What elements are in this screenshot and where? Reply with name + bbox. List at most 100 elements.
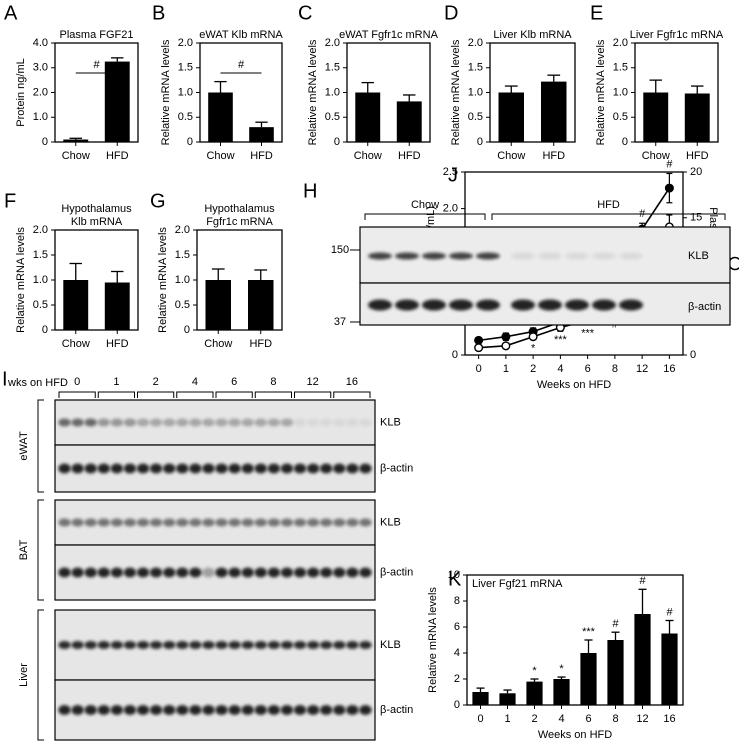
group-bracket [176, 391, 214, 398]
group-bracket [215, 391, 253, 398]
point [664, 183, 674, 193]
point [474, 335, 484, 345]
blot-band [110, 518, 124, 527]
x-tick-label: 12 [636, 713, 648, 725]
blot-band [293, 518, 307, 527]
blot-band [149, 641, 163, 649]
blot-band [136, 641, 150, 649]
blot-band [565, 252, 589, 260]
blot-band [476, 252, 500, 260]
x-tick-label: 8 [612, 363, 618, 375]
blot-row-label: KLB [380, 416, 401, 428]
blot-band [228, 463, 241, 474]
blot-band [293, 463, 307, 474]
bar [248, 280, 274, 330]
blot-band [280, 641, 294, 649]
blot-band [97, 518, 111, 527]
y-tick-label: 0 [187, 136, 193, 148]
blot-group-label: Chow [411, 199, 439, 211]
blot-band [110, 567, 124, 578]
significance-label: *** [581, 328, 595, 340]
blot-band [319, 418, 333, 427]
y-tick-label: 1.0 [33, 274, 48, 286]
bar [643, 92, 669, 142]
y-tick-label: 3.0 [33, 62, 48, 74]
blot-band [619, 252, 643, 260]
y-tick-label: 1.0 [175, 274, 190, 286]
y-tick-label: 0.5 [325, 111, 340, 123]
tissue-bracket [37, 399, 44, 493]
blot-band [241, 418, 254, 427]
blot-band [110, 641, 124, 649]
blot-band [228, 518, 241, 527]
y-tick-label: 2.0 [33, 86, 48, 98]
panel-letter: J [448, 164, 458, 186]
blot-band [280, 705, 294, 715]
y-tick-label: 0 [42, 136, 48, 148]
blot-band [149, 518, 163, 527]
blot-band [395, 299, 419, 311]
chart-title: eWAT Fgfr1c mRNA [339, 29, 438, 41]
bar [472, 692, 489, 705]
y-tick-label: 2 [454, 673, 460, 685]
blot-band [215, 705, 228, 715]
bar [396, 101, 422, 142]
blot-band [162, 418, 176, 427]
significance-label: * [532, 665, 537, 677]
blot-band [58, 705, 71, 715]
blot-band [136, 518, 150, 527]
x-tick-label: 4 [558, 713, 564, 725]
panel-letter: F [4, 190, 16, 212]
significance-label: *** [582, 626, 596, 638]
blot-band [189, 518, 202, 527]
blot-band [215, 641, 228, 649]
y-tick-label: 1.0 [325, 86, 340, 98]
blot-band [58, 567, 71, 578]
bar [526, 681, 543, 705]
blot-week-label: 16 [346, 376, 358, 388]
blot-band [58, 463, 71, 474]
blot-band [123, 641, 137, 649]
blot-band [176, 567, 189, 578]
x-tick-label: 0 [477, 713, 483, 725]
blot-band [58, 418, 71, 427]
bar [498, 92, 524, 142]
blot-band [215, 567, 228, 578]
y-tick-label: 0.5 [178, 111, 193, 123]
y-tick-label: 0 [452, 349, 458, 361]
blot-band [84, 463, 97, 474]
blot-band [306, 463, 320, 474]
blot-band [359, 705, 372, 715]
blot-band [241, 641, 254, 649]
significance-label: # [639, 575, 646, 587]
blot-band [202, 418, 215, 427]
x-axis-label: Weeks on HFD [537, 379, 611, 391]
blot-band [176, 418, 189, 427]
y-axis-label: Relative mRNA levels [450, 39, 462, 145]
x-tick-label: 16 [663, 713, 675, 725]
blot-week-label: 1 [113, 376, 119, 388]
blot-band [267, 418, 281, 427]
blot-band [422, 299, 446, 311]
panel-letter: B [152, 2, 165, 24]
blot-band [71, 418, 84, 427]
blot-band [136, 705, 150, 715]
blot-band [254, 463, 268, 474]
blot-band [619, 299, 643, 311]
blot-band [136, 463, 150, 474]
blot-band [267, 641, 281, 649]
blot-band [123, 418, 137, 427]
bar [661, 633, 678, 705]
y-tick-label: 10 [448, 569, 460, 581]
blot-week-label: 8 [270, 376, 276, 388]
blot-band [592, 299, 616, 311]
y-tick-label: 0 [622, 136, 628, 148]
y-tick-label: 0 [454, 699, 460, 711]
blot-band [123, 567, 137, 578]
blot-band [228, 641, 241, 649]
y-axis-label: Relative mRNA levels [427, 587, 439, 693]
significance-label: # [666, 158, 673, 170]
blot-band [110, 418, 124, 427]
x-tick-label: Chow [642, 150, 670, 162]
chart-title: eWAT Klb mRNA [199, 29, 283, 41]
